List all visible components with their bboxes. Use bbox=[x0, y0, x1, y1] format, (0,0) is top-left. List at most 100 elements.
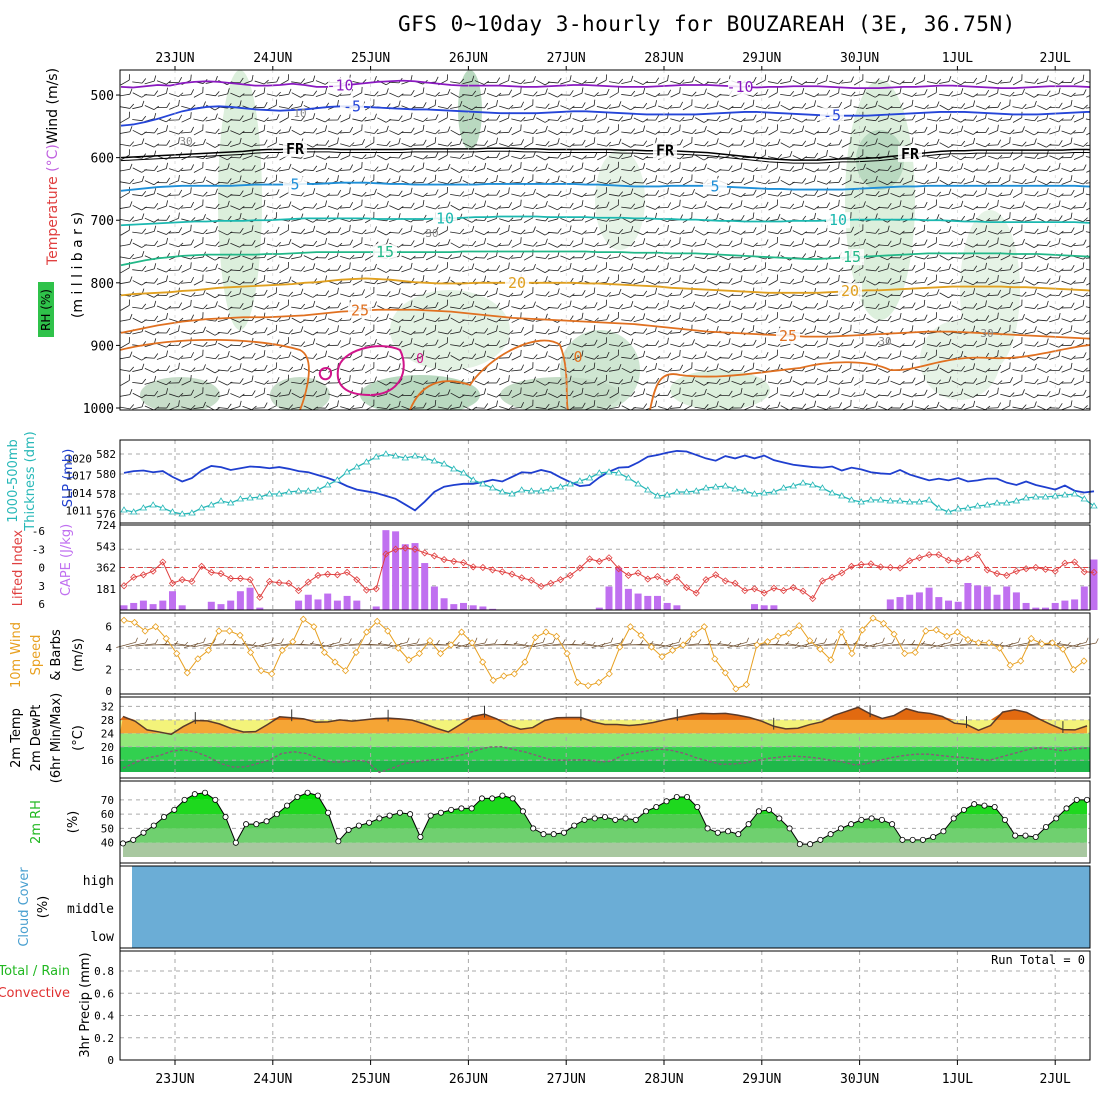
wind-barb bbox=[853, 88, 866, 97]
wind-barb-flag bbox=[1033, 319, 1040, 324]
wind-barb-flag bbox=[264, 139, 268, 146]
wind-barb bbox=[951, 178, 966, 184]
wind-barb bbox=[804, 265, 819, 271]
wind-barb bbox=[743, 302, 757, 309]
wind-barb-flag bbox=[765, 141, 770, 147]
wind-barb-flag bbox=[985, 75, 987, 81]
wind-barb bbox=[939, 203, 954, 209]
wind-barb-flag bbox=[985, 202, 990, 208]
wind-barb bbox=[988, 124, 999, 135]
wind-barb bbox=[486, 287, 498, 298]
wind-barb-flag bbox=[410, 112, 413, 119]
wind-barb-shaft bbox=[621, 118, 632, 122]
wind-barb-shaft bbox=[523, 255, 533, 261]
wind-barb-shaft bbox=[364, 281, 375, 285]
wind-barb-shaft bbox=[621, 81, 632, 85]
wind-barb-flag bbox=[153, 105, 160, 110]
wind-barb bbox=[267, 137, 278, 148]
wind-barb-flag bbox=[704, 276, 707, 282]
wind-barb-shaft bbox=[706, 256, 717, 260]
wind-barb bbox=[523, 204, 538, 210]
wind-barb-shaft bbox=[890, 193, 900, 198]
wind-barb-shaft bbox=[914, 319, 925, 322]
wind-barb-flag bbox=[728, 300, 731, 307]
wind-barb-shaft bbox=[364, 243, 375, 247]
wind-barb bbox=[780, 316, 795, 322]
wind-barb bbox=[1037, 255, 1052, 261]
wind-barb-shaft bbox=[132, 194, 143, 197]
wind-barb-flag bbox=[618, 138, 622, 145]
wind-barb bbox=[303, 188, 316, 197]
wind-barb bbox=[120, 276, 133, 285]
wind-barb-flag bbox=[508, 74, 510, 81]
wind-barb-shaft bbox=[743, 307, 754, 309]
wind-barb-shaft bbox=[169, 280, 179, 285]
wind-barb-shaft bbox=[951, 106, 962, 109]
wind-barb bbox=[939, 91, 954, 97]
wind-barb-flag bbox=[802, 103, 807, 109]
wind-barb-shaft bbox=[450, 143, 461, 147]
wind-barb-shaft bbox=[218, 305, 228, 311]
wind-barb bbox=[792, 80, 807, 85]
wind-barb-shaft bbox=[389, 92, 399, 98]
wind-barb-flag bbox=[508, 300, 510, 306]
wind-barb bbox=[792, 163, 805, 172]
wind-barb-shaft bbox=[1036, 206, 1047, 209]
wind-barb bbox=[535, 291, 550, 297]
wind-barb-shaft bbox=[535, 106, 546, 109]
wind-barb-flag bbox=[776, 199, 778, 206]
wind-barb bbox=[1085, 118, 1090, 122]
wind-barb-flag bbox=[447, 239, 451, 245]
wind-barb-flag bbox=[1082, 74, 1085, 81]
wind-barb-shaft bbox=[1085, 118, 1090, 122]
wind-barb-shaft bbox=[596, 143, 607, 147]
wind-barb-shaft bbox=[609, 106, 619, 109]
wind-barb bbox=[719, 263, 731, 273]
wind-barb-flag bbox=[1070, 99, 1073, 106]
wind-barb-shaft bbox=[291, 205, 301, 211]
wind-barb-flag bbox=[324, 237, 328, 244]
wind-barb bbox=[327, 152, 342, 159]
wind-barb-shaft bbox=[1073, 206, 1084, 209]
wind-barb bbox=[768, 236, 778, 249]
wind-barb bbox=[205, 241, 220, 247]
wind-barb-shaft bbox=[1085, 268, 1090, 272]
wind-barb bbox=[633, 125, 646, 135]
wind-barb bbox=[425, 242, 440, 247]
wind-barb-flag bbox=[667, 202, 672, 208]
wind-barb-flag bbox=[801, 313, 805, 320]
wind-barb bbox=[1073, 187, 1085, 198]
wind-barb-shaft bbox=[706, 105, 717, 110]
wind-barb-shaft bbox=[780, 206, 791, 209]
wind-barb-flag bbox=[275, 174, 278, 181]
wind-barb bbox=[242, 202, 256, 209]
wind-barb bbox=[890, 102, 904, 109]
wind-barb-flag bbox=[765, 276, 769, 283]
wind-barb-flag bbox=[1009, 166, 1015, 172]
wind-barb bbox=[217, 163, 230, 172]
date-label-bottom-26JUN: 26JUN bbox=[449, 1072, 488, 1087]
wind-barb bbox=[462, 90, 477, 96]
wind-barb-flag bbox=[373, 286, 375, 293]
wind-barb-shaft bbox=[914, 117, 925, 123]
wind-barb-flag bbox=[1095, 139, 1099, 144]
wind-barb-flag bbox=[410, 240, 415, 246]
wind-barb-shaft bbox=[1061, 280, 1072, 285]
wind-barb-flag bbox=[997, 79, 1003, 85]
wind-barb-shaft bbox=[1073, 230, 1084, 236]
wind-barb bbox=[547, 190, 562, 197]
wind-barb-shaft bbox=[144, 330, 155, 336]
wind-barb bbox=[291, 303, 306, 309]
wind-barb bbox=[535, 216, 550, 222]
wind-barb-shaft bbox=[303, 206, 314, 209]
wind-barb-flag bbox=[435, 242, 440, 247]
wind-barb-shaft bbox=[523, 243, 534, 247]
wind-barb bbox=[621, 278, 636, 284]
wind-barb-flag bbox=[973, 115, 978, 121]
wind-barb-flag bbox=[483, 200, 487, 207]
wind-barb-flag bbox=[581, 80, 587, 85]
wind-barb bbox=[657, 89, 672, 96]
wind-barb-flag bbox=[972, 93, 979, 98]
wind-barb bbox=[389, 205, 404, 211]
wind-barb-flag bbox=[190, 262, 192, 269]
